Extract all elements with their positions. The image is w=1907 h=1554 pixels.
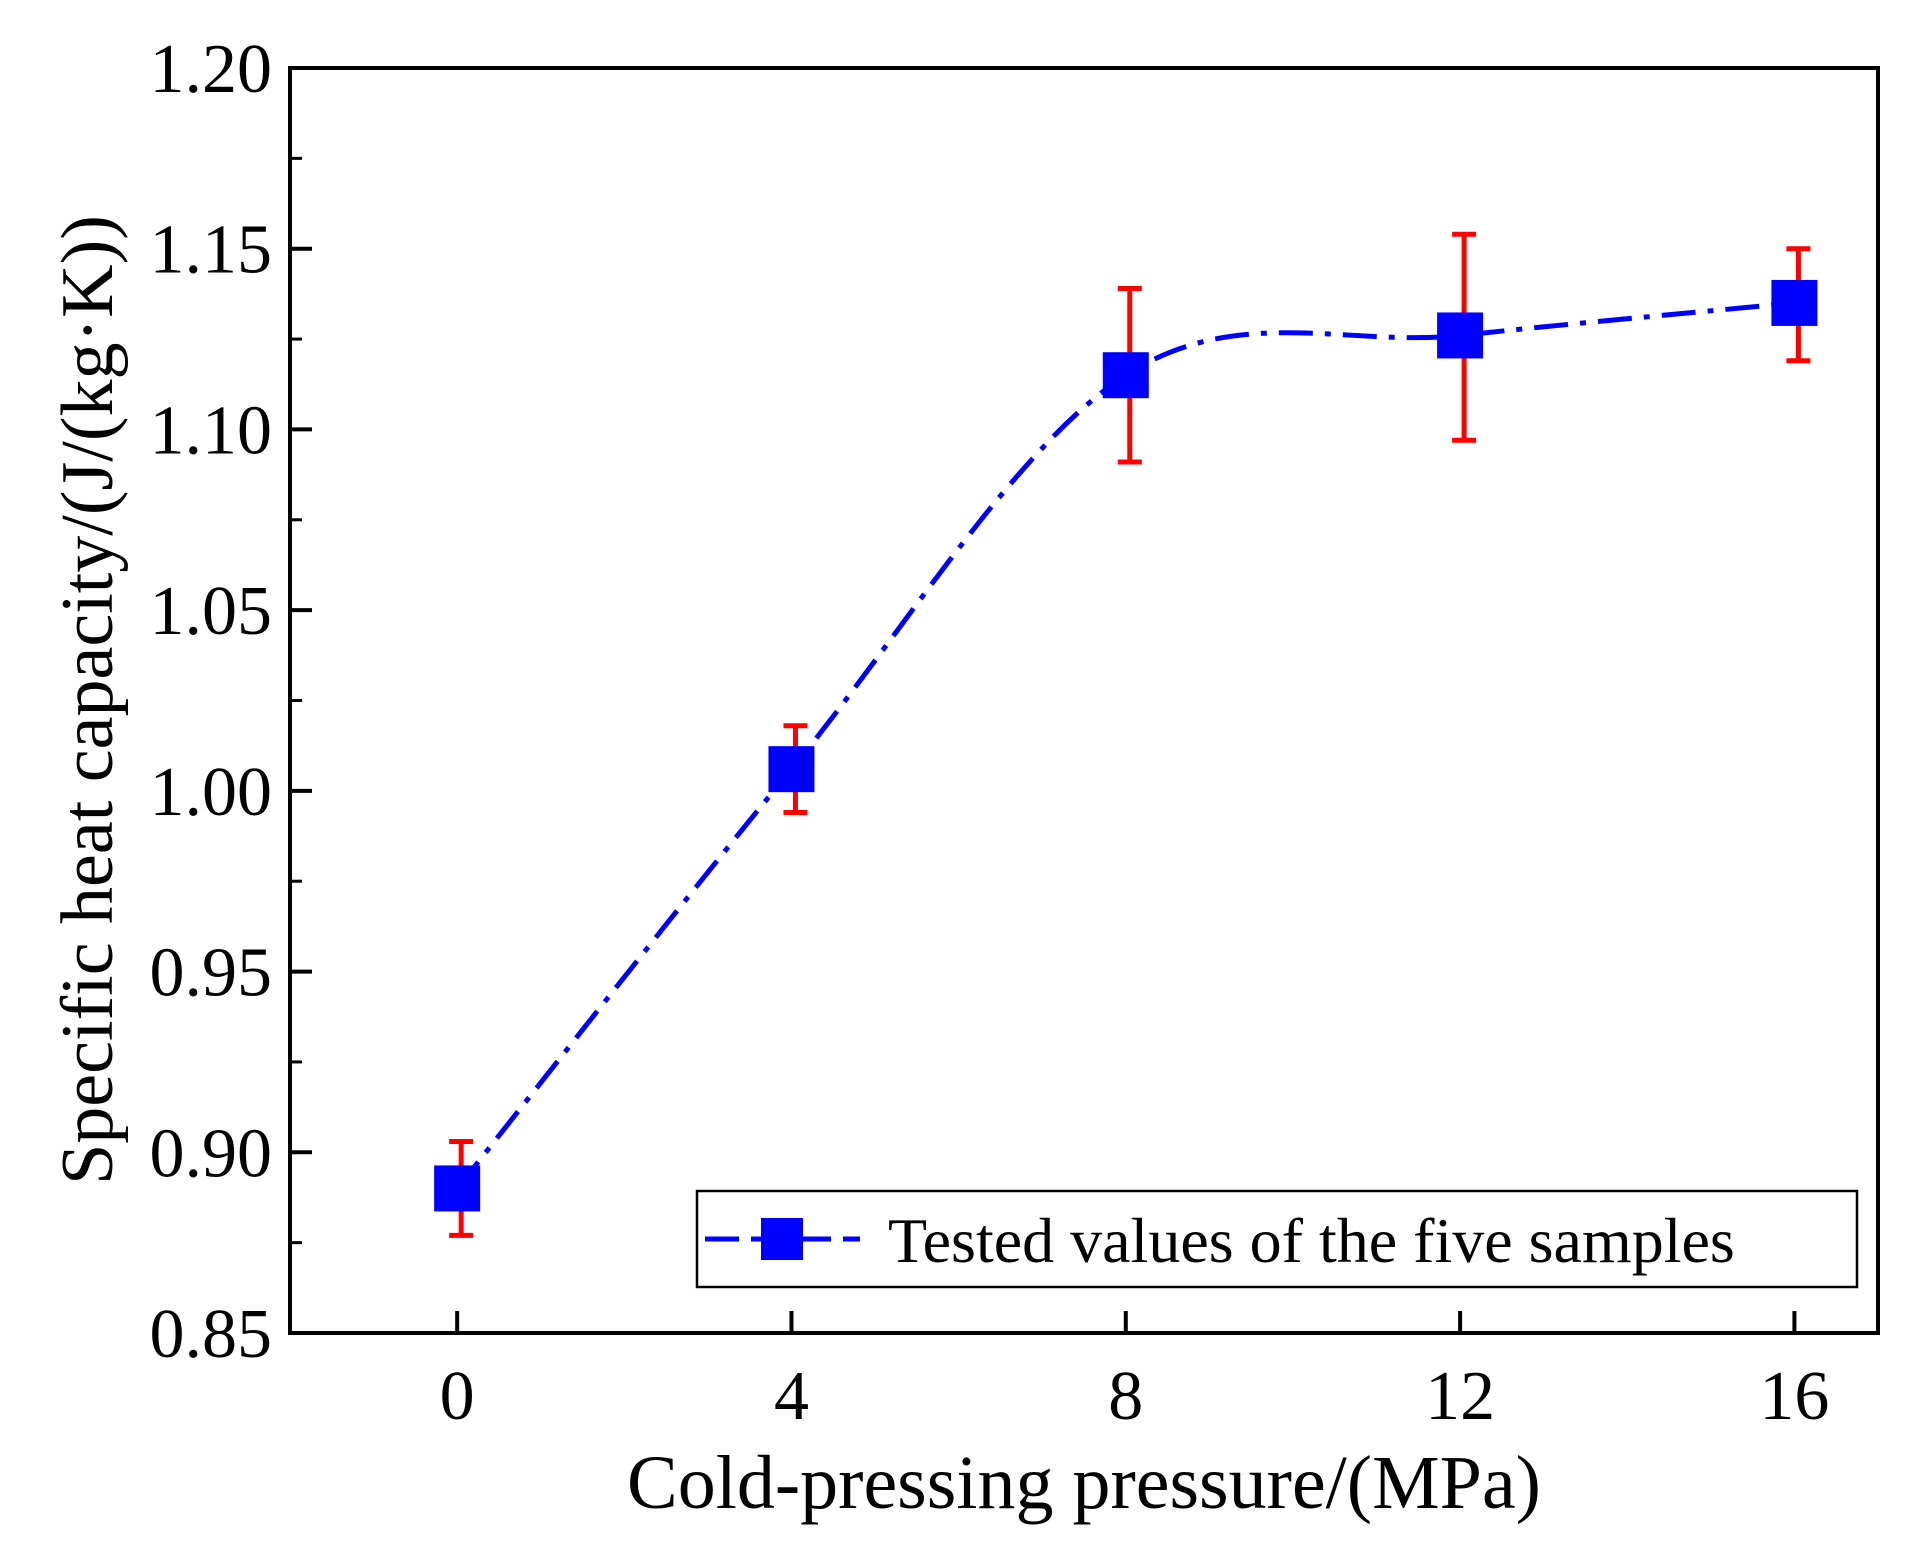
x-axis-ticks: 0 4 8 12 16 xyxy=(440,1311,1829,1435)
y-tick-label: 0.85 xyxy=(150,1296,273,1373)
data-point-marker xyxy=(1771,279,1818,326)
y-tick-label: 0.95 xyxy=(150,935,273,1012)
x-tick-label: 0 xyxy=(440,1358,475,1435)
y-axis-ticks: 0.85 0.90 0.95 1.00 1.05 1.10 1.15 1.20 xyxy=(150,31,312,1373)
data-point-marker xyxy=(768,746,815,793)
y-tick-label: 1.20 xyxy=(150,31,273,108)
series-layer xyxy=(434,231,1818,1238)
x-tick-label: 4 xyxy=(774,1358,809,1435)
x-tick-label: 8 xyxy=(1108,1358,1143,1435)
legend: Tested values of the five samples xyxy=(695,1189,1859,1289)
x-axis-label: Cold-pressing pressure/(MPa) xyxy=(627,1441,1541,1525)
y-tick-label: 0.90 xyxy=(150,1115,273,1192)
y-tick-label: 1.15 xyxy=(150,212,273,289)
legend-label: Tested values of the five samples xyxy=(888,1205,1735,1276)
data-point-marker xyxy=(434,1165,481,1212)
data-point-marker xyxy=(1437,312,1484,359)
data-point-marker xyxy=(1102,352,1149,399)
x-tick-label: 16 xyxy=(1759,1358,1829,1435)
y-axis-label: Specific heat capacity/(J/(kg·K)) xyxy=(47,215,129,1185)
x-tick-label: 12 xyxy=(1425,1358,1495,1435)
legend-box xyxy=(695,1189,1859,1289)
series-line xyxy=(455,300,1795,1190)
y-tick-label: 1.00 xyxy=(150,754,273,831)
y-tick-label: 1.10 xyxy=(150,392,273,469)
legend-marker-square xyxy=(761,1218,803,1260)
y-tick-label: 1.05 xyxy=(150,573,273,650)
plot-frame xyxy=(288,66,1880,1335)
